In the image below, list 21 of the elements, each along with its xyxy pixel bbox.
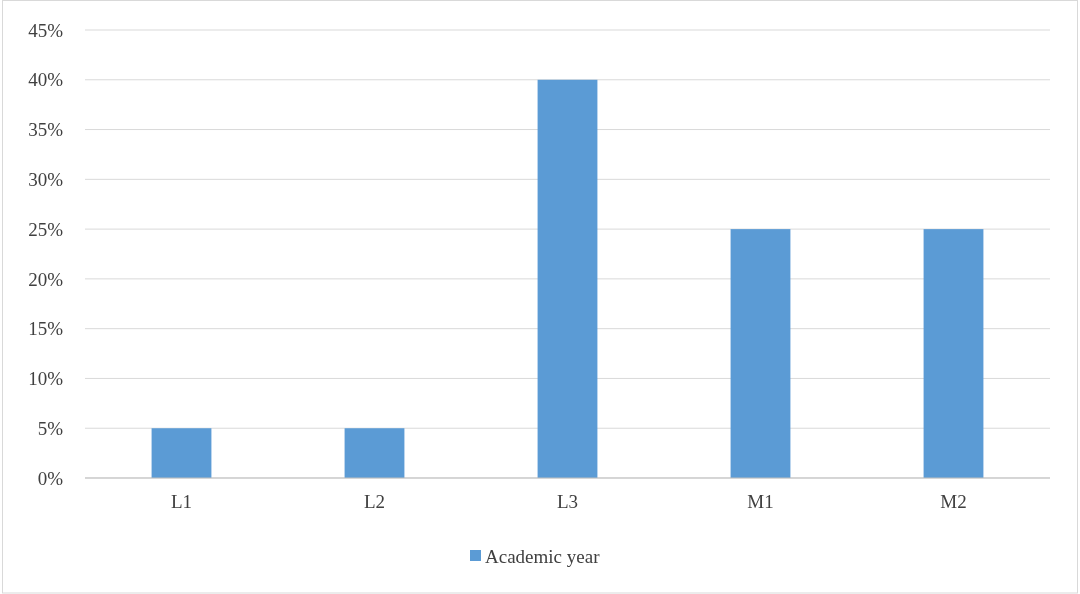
y-tick-label: 35% — [28, 119, 64, 141]
bar — [923, 229, 984, 478]
bar — [537, 79, 598, 478]
y-tick-label: 0% — [37, 467, 64, 489]
y-tick-label: 15% — [28, 318, 64, 340]
y-tick-label: 40% — [28, 69, 64, 91]
x-tick-label: L1 — [170, 491, 193, 512]
y-tick-label: 10% — [28, 368, 64, 390]
x-tick-label: L3 — [556, 491, 579, 512]
y-tick-label: 45% — [28, 19, 64, 41]
x-tick-label: M1 — [747, 491, 774, 512]
x-tick-label: L2 — [363, 491, 386, 512]
bar — [151, 428, 212, 478]
bar — [344, 428, 405, 478]
y-tick-label: 30% — [28, 168, 64, 190]
x-tick-label: M2 — [940, 491, 967, 512]
y-tick-label: 25% — [28, 218, 64, 240]
bar — [730, 229, 791, 478]
legend-label: Academic year — [485, 545, 601, 567]
y-tick-label: 5% — [37, 417, 64, 439]
y-tick-label: 20% — [28, 268, 64, 290]
